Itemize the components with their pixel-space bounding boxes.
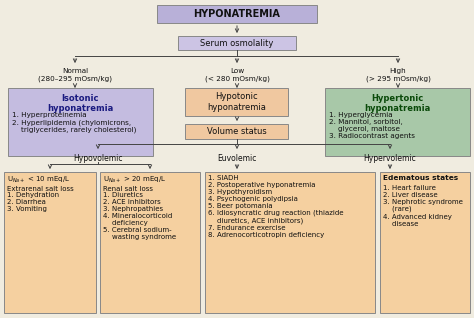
Text: High
(> 295 mOsm/kg): High (> 295 mOsm/kg) — [365, 68, 430, 81]
Text: Normal
(280–295 mOsm/kg): Normal (280–295 mOsm/kg) — [38, 68, 112, 81]
Text: 1. Hyperproteinemia
2. Hyperlipidemia (chylomicrons,
    triglycerides, rarely c: 1. Hyperproteinemia 2. Hyperlipidemia (c… — [12, 112, 137, 133]
Text: Hypotonic
hyponatremia: Hypotonic hyponatremia — [207, 92, 266, 112]
Text: 1. SIADH
2. Postoperative hyponatremia
3. Hypothyroidism
4. Psychogenic polydips: 1. SIADH 2. Postoperative hyponatremia 3… — [208, 175, 344, 238]
Bar — [100, 172, 200, 313]
Bar — [325, 88, 470, 156]
Bar — [4, 172, 96, 313]
Text: Serum osmolality: Serum osmolality — [201, 38, 273, 47]
Text: U$_{Na+}$ > 20 mEq/L
Renal salt loss: U$_{Na+}$ > 20 mEq/L Renal salt loss — [103, 175, 166, 192]
Text: Low
(< 280 mOsm/kg): Low (< 280 mOsm/kg) — [205, 68, 269, 81]
Text: Hypervolemic: Hypervolemic — [364, 154, 416, 163]
Text: Volume status: Volume status — [207, 127, 266, 136]
Bar — [157, 5, 317, 23]
Text: HYPONATREMIA: HYPONATREMIA — [193, 9, 281, 19]
Text: 1. Heart failure
2. Liver disease
3. Nephrotic syndrome
    (rare)
4. Advanced k: 1. Heart failure 2. Liver disease 3. Nep… — [383, 185, 463, 226]
Bar — [178, 36, 296, 50]
Text: U$_{Na+}$ < 10 mEq/L
Extrarenal salt loss: U$_{Na+}$ < 10 mEq/L Extrarenal salt los… — [7, 175, 74, 192]
Text: Edematous states: Edematous states — [383, 175, 458, 181]
Bar — [380, 172, 470, 313]
Text: Hypertonic
hyponatremia: Hypertonic hyponatremia — [365, 94, 430, 114]
Text: 1. Hyperglycemia
2. Mannitol, sorbitol,
    glycerol, maltose
3. Radiocontrast a: 1. Hyperglycemia 2. Mannitol, sorbitol, … — [329, 112, 415, 139]
Text: 1. Dehydration
2. Diarrhea
3. Vomiting: 1. Dehydration 2. Diarrhea 3. Vomiting — [7, 192, 59, 212]
Text: Euvolemic: Euvolemic — [217, 154, 257, 163]
Text: 1. Diuretics
2. ACE inhibitors
3. Nephropathies
4. Mineralocorticoid
    deficie: 1. Diuretics 2. ACE inhibitors 3. Nephro… — [103, 192, 176, 240]
Bar — [205, 172, 375, 313]
Bar — [8, 88, 153, 156]
Text: Isotonic
hyponatremia: Isotonic hyponatremia — [47, 94, 114, 114]
Bar — [185, 124, 288, 139]
Bar — [185, 88, 288, 116]
Text: Hypovolemic: Hypovolemic — [73, 154, 123, 163]
